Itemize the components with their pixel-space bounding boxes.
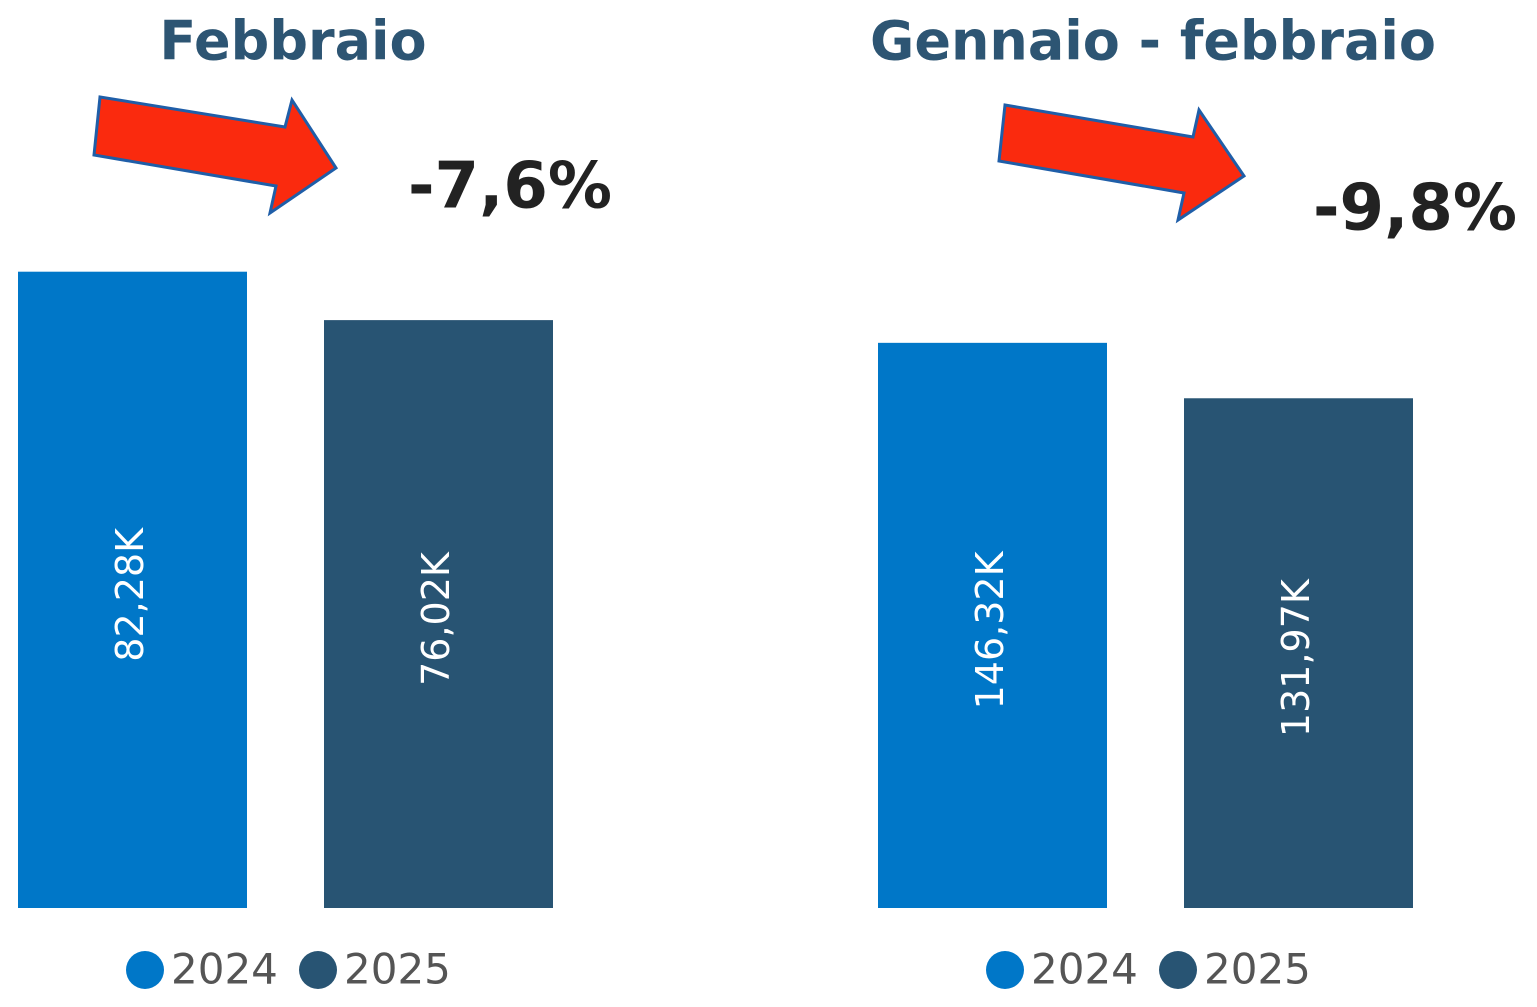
annotation: -7,6% [408, 150, 612, 224]
legend-marker [1159, 951, 1197, 989]
bar [324, 320, 553, 908]
chart-title: Febbraio [159, 10, 426, 73]
value-label: 76,02K [414, 551, 458, 686]
bar [1184, 398, 1413, 908]
value-label: 131,97K [1274, 578, 1318, 737]
legend-marker [299, 951, 337, 989]
legend-label: 2024 [1031, 945, 1138, 994]
legend-marker [986, 951, 1024, 989]
legend-label: 2024 [171, 945, 278, 994]
legend-label: 2025 [1204, 945, 1311, 994]
annotation: -9,8% [1313, 172, 1517, 246]
value-label: 146,32K [968, 550, 1012, 709]
value-label: 82,28K [108, 527, 152, 662]
chart-title: Gennaio - febbraio [870, 10, 1436, 73]
arrow [997, 103, 1247, 224]
legend-label: 2025 [344, 945, 451, 994]
legend-marker [126, 951, 164, 989]
arrow [92, 95, 339, 217]
bar [18, 271, 247, 909]
bar [878, 342, 1107, 908]
